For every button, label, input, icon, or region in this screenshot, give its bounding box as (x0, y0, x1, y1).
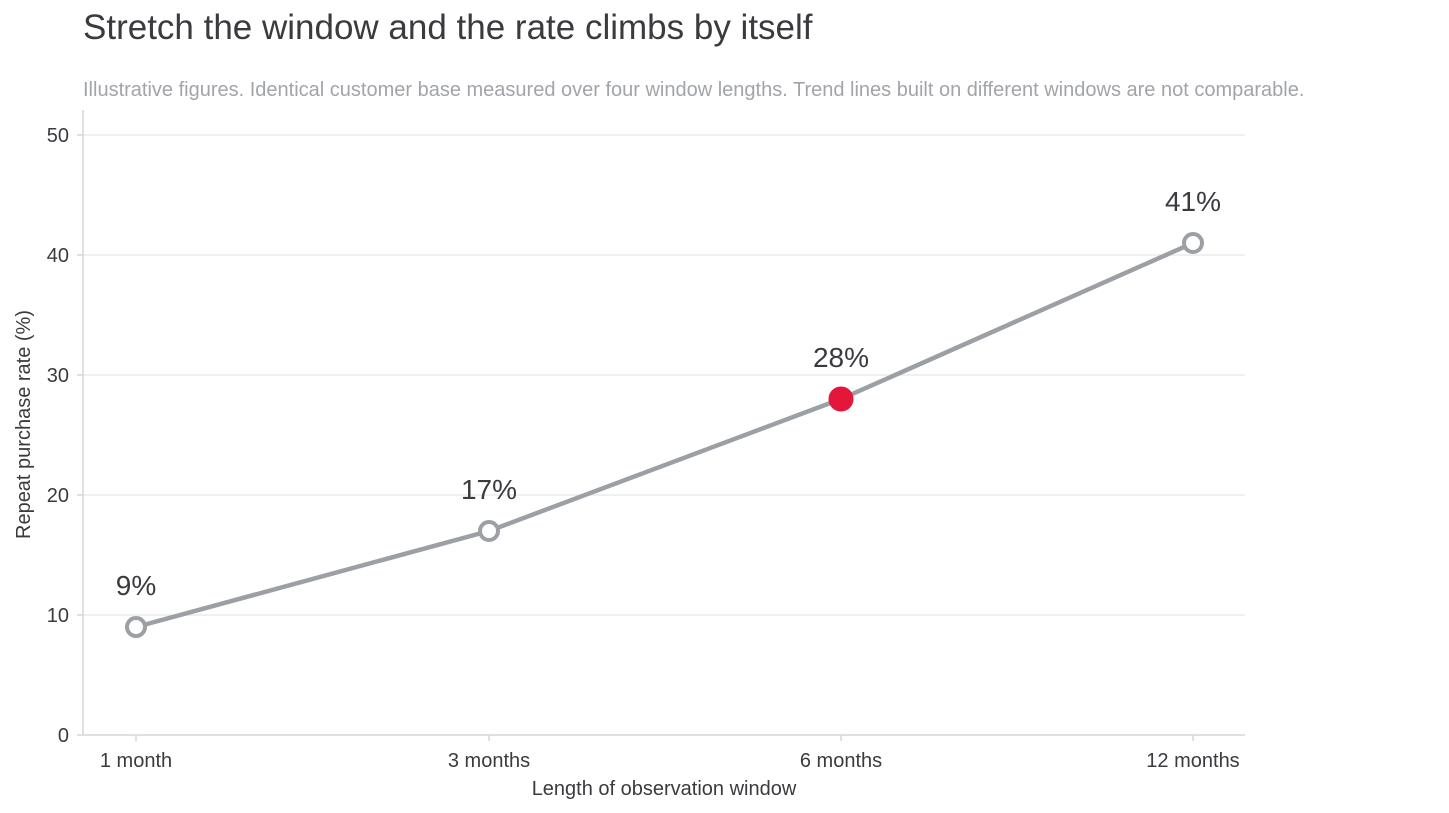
data-point-3 (1182, 232, 1204, 254)
x-tick-label-1: 3 months (448, 750, 530, 772)
data-label-0: 9% (116, 570, 156, 601)
chart-title: Stretch the window and the rate climbs b… (83, 8, 813, 47)
y-tick-label-40: 40 (47, 245, 69, 267)
series-line (133, 240, 1196, 630)
x-axis-ticks: 1 month 3 months 6 months 12 months (100, 735, 1240, 772)
y-axis-title: Repeat purchase rate (%) (13, 310, 35, 539)
data-point-1 (478, 520, 500, 542)
axes (82, 110, 1245, 736)
y-tick-label-20: 20 (47, 485, 69, 507)
data-points (125, 232, 1204, 638)
data-labels: 9% 17% 28% 41% (116, 186, 1221, 601)
data-label-3: 41% (1165, 186, 1221, 217)
gridlines (83, 134, 1245, 616)
y-axis-ticks: 0 10 20 30 40 50 (47, 125, 83, 747)
y-tick-label-0: 0 (58, 725, 69, 747)
x-tick-label-3: 12 months (1146, 750, 1239, 772)
y-tick-label-30: 30 (47, 365, 69, 387)
data-point-0 (125, 616, 147, 638)
series-line-group (133, 240, 1196, 630)
x-axis-title: Length of observation window (532, 778, 797, 800)
data-point-highlight (828, 386, 854, 412)
x-tick-label-2: 6 months (800, 750, 882, 772)
data-label-1: 17% (461, 474, 517, 505)
y-tick-label-10: 10 (47, 605, 69, 627)
chart-subtitle: Illustrative figures. Identical customer… (83, 79, 1305, 101)
y-tick-label-50: 50 (47, 125, 69, 147)
data-label-2: 28% (813, 342, 869, 373)
x-tick-label-0: 1 month (100, 750, 172, 772)
